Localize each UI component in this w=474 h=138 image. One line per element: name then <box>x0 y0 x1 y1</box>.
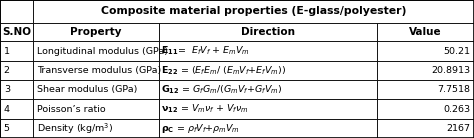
Text: Shear modulus (GPa): Shear modulus (GPa) <box>37 85 137 94</box>
Bar <box>377 99 474 119</box>
Text: Transverse modulus (GPa): Transverse modulus (GPa) <box>37 66 161 75</box>
Text: $\mathbf{G_{12}}$ = $G_f G_m/(G_m V_f$+$G_f V_m)$: $\mathbf{G_{12}}$ = $G_f G_m/(G_m V_f$+$… <box>161 83 283 96</box>
Text: Composite material properties (E-glass/polyester): Composite material properties (E-glass/p… <box>101 6 406 16</box>
Text: 2: 2 <box>4 66 10 75</box>
Text: $\mathbf{E_{11}}$=  $E_f V_f$ + $E_m V_m$: $\mathbf{E_{11}}$= $E_f V_f$ + $E_m V_m$ <box>161 45 250 57</box>
Bar <box>0 23 33 41</box>
Text: Density (kg/m$^3$): Density (kg/m$^3$) <box>37 121 113 136</box>
Text: $\mathbf{\rho_C}$ = $\rho_f V_f$+$\rho_m V_m$: $\mathbf{\rho_C}$ = $\rho_f V_f$+$\rho_m… <box>161 122 240 135</box>
Bar <box>159 119 377 138</box>
Text: 20.8913: 20.8913 <box>431 66 470 75</box>
Bar <box>0 80 33 99</box>
Text: S.NO: S.NO <box>2 27 31 37</box>
Text: Value: Value <box>409 27 442 37</box>
Bar <box>33 0 474 23</box>
Bar <box>0 99 33 119</box>
Text: Property: Property <box>70 27 122 37</box>
Text: Poisson’s ratio: Poisson’s ratio <box>37 104 106 114</box>
Bar <box>377 61 474 80</box>
Text: 0.263: 0.263 <box>443 104 470 114</box>
Bar <box>377 80 474 99</box>
Bar <box>33 41 159 61</box>
Text: 50.21: 50.21 <box>443 47 470 56</box>
Bar <box>377 41 474 61</box>
Text: 5: 5 <box>4 124 10 133</box>
Text: Longitudinal modulus (GPa): Longitudinal modulus (GPa) <box>37 47 168 56</box>
Text: 4: 4 <box>4 104 10 114</box>
Bar <box>159 99 377 119</box>
Bar <box>0 119 33 138</box>
Bar <box>0 41 33 61</box>
Text: $\mathbf{E_{22}}$ = $(E_f E_m$/ $(E_m V_f$+$E_f V_m))$: $\mathbf{E_{22}}$ = $(E_f E_m$/ $(E_m V_… <box>161 64 286 77</box>
Bar <box>0 61 33 80</box>
Bar <box>0 0 33 23</box>
Text: $\mathbf{\nu_{12}}$ = $V_m \nu_f$ + $V_f \nu_m$: $\mathbf{\nu_{12}}$ = $V_m \nu_f$ + $V_f… <box>161 103 249 115</box>
Text: 7.7518: 7.7518 <box>437 85 470 94</box>
Bar <box>377 119 474 138</box>
Text: Direction: Direction <box>241 27 295 37</box>
Bar <box>33 80 159 99</box>
Text: 1: 1 <box>4 47 10 56</box>
Bar <box>159 80 377 99</box>
Bar <box>33 61 159 80</box>
Text: 2167: 2167 <box>446 124 470 133</box>
Text: 3: 3 <box>4 85 10 94</box>
Bar <box>33 99 159 119</box>
Bar <box>33 23 159 41</box>
Bar <box>159 23 377 41</box>
Bar <box>377 23 474 41</box>
Bar <box>159 61 377 80</box>
Bar <box>33 119 159 138</box>
Bar <box>159 41 377 61</box>
